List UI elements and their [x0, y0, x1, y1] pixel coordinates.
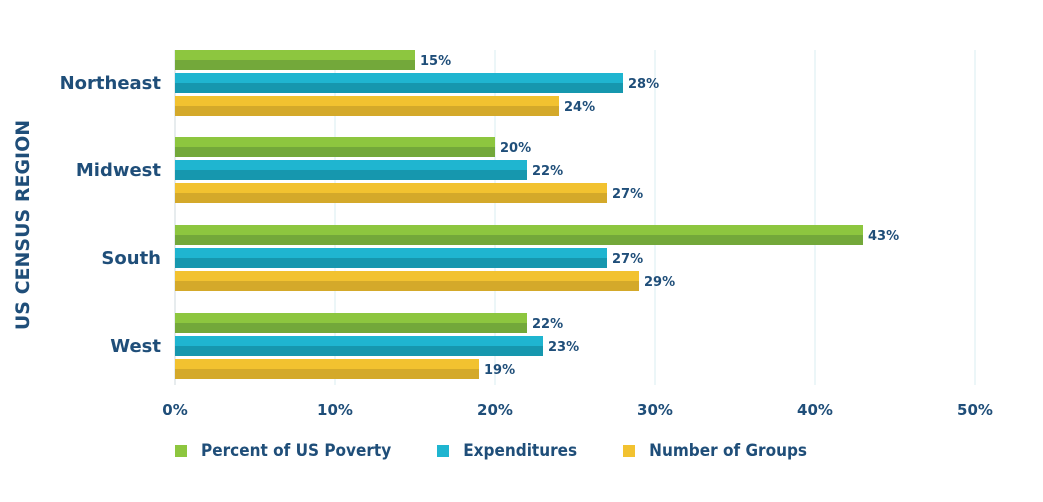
value-label-south-groups: 29%	[644, 275, 675, 290]
bar-shade-midwest-poverty	[175, 147, 495, 157]
legend-item-poverty: Percent of US Poverty	[175, 441, 391, 461]
legend-swatch-expenditures	[437, 445, 450, 457]
bar-shade-northeast-groups	[175, 106, 559, 116]
x-tick-label-10: 10%	[317, 401, 353, 419]
x-tick-label-40: 40%	[797, 401, 833, 419]
bar-shade-west-expenditures	[175, 346, 543, 356]
category-label-west: West	[110, 336, 161, 357]
value-label-west-groups: 19%	[484, 363, 515, 378]
value-label-west-expenditures: 23%	[548, 340, 579, 355]
bar-shade-midwest-expenditures	[175, 170, 527, 180]
value-label-west-poverty: 22%	[532, 317, 563, 332]
legend-swatch-poverty	[175, 445, 187, 457]
value-label-northeast-expenditures: 28%	[628, 77, 659, 92]
value-label-midwest-groups: 27%	[612, 187, 643, 202]
value-label-northeast-poverty: 15%	[420, 54, 451, 69]
bar-shade-west-groups	[175, 369, 479, 379]
category-label-northeast: Northeast	[60, 73, 162, 94]
bar-shade-northeast-poverty	[175, 60, 415, 70]
value-label-south-expenditures: 27%	[612, 252, 643, 267]
category-label-midwest: Midwest	[76, 160, 162, 181]
legend: Percent of US Poverty Expenditures Numbe…	[175, 437, 853, 465]
y-axis-label-container: US CENSUS REGION	[8, 120, 38, 330]
legend-item-groups: Number of Groups	[623, 441, 807, 461]
bar-shade-south-expenditures	[175, 258, 607, 268]
x-tick-labels: 0% 10% 20% 30% 40% 50%	[162, 401, 993, 419]
category-label-south: South	[101, 248, 161, 269]
bar-shade-south-poverty	[175, 235, 863, 245]
bar-shade-northeast-expenditures	[175, 83, 623, 93]
value-label-south-poverty: 43%	[868, 229, 899, 244]
legend-label-expenditures: Expenditures	[463, 441, 578, 461]
legend-label-groups: Number of Groups	[649, 441, 808, 461]
y-axis-label: US CENSUS REGION	[12, 119, 34, 331]
legend-swatch-groups	[623, 445, 636, 457]
legend-label-poverty: Percent of US Poverty	[201, 441, 392, 461]
bar-shade-midwest-groups	[175, 193, 607, 203]
value-label-midwest-expenditures: 22%	[532, 164, 563, 179]
legend-item-expenditures: Expenditures	[437, 441, 577, 461]
value-labels: 15%28%24%20%22%27%43%27%29%22%23%19%	[420, 54, 899, 378]
bar-shade-west-poverty	[175, 323, 527, 333]
category-labels: Northeast Midwest South West	[60, 73, 162, 357]
bars	[175, 50, 863, 379]
value-label-northeast-groups: 24%	[564, 100, 595, 115]
x-tick-label-50: 50%	[957, 401, 993, 419]
bar-shade-south-groups	[175, 281, 639, 291]
x-tick-label-30: 30%	[637, 401, 673, 419]
x-tick-label-20: 20%	[477, 401, 513, 419]
value-label-midwest-poverty: 20%	[500, 141, 531, 156]
x-tick-label-0: 0%	[162, 401, 187, 419]
